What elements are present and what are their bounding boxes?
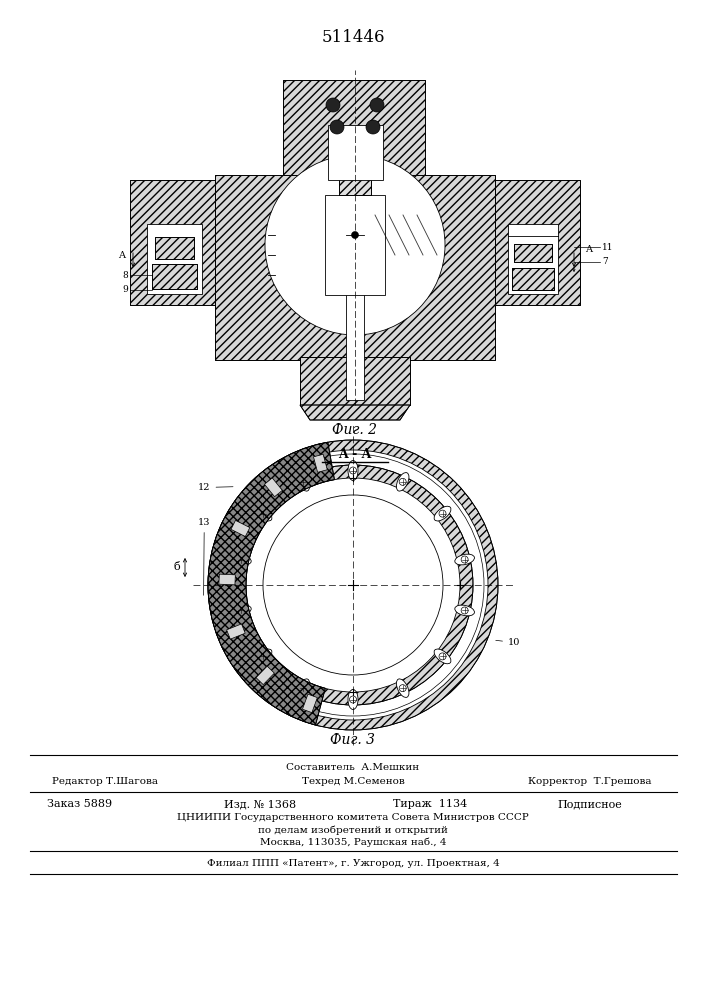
Circle shape bbox=[399, 478, 407, 485]
Text: A: A bbox=[585, 245, 592, 254]
Circle shape bbox=[238, 607, 245, 614]
Text: 11: 11 bbox=[602, 242, 614, 251]
Polygon shape bbox=[283, 80, 425, 180]
Bar bbox=[508, 224, 558, 294]
Bar bbox=[152, 264, 197, 289]
Text: 9: 9 bbox=[122, 286, 128, 294]
Text: Москва, 113035, Раушская наб., 4: Москва, 113035, Раушская наб., 4 bbox=[259, 837, 446, 847]
Bar bbox=[512, 268, 554, 290]
Text: Изд. № 1368: Изд. № 1368 bbox=[224, 799, 296, 809]
Ellipse shape bbox=[397, 679, 409, 697]
Circle shape bbox=[439, 510, 446, 517]
Ellipse shape bbox=[255, 506, 272, 521]
Bar bbox=[325, 195, 385, 295]
Bar bbox=[155, 237, 194, 259]
Circle shape bbox=[461, 556, 468, 563]
Ellipse shape bbox=[455, 605, 474, 616]
Ellipse shape bbox=[232, 605, 251, 616]
Ellipse shape bbox=[455, 554, 474, 565]
Ellipse shape bbox=[297, 679, 310, 697]
Circle shape bbox=[370, 98, 384, 112]
Circle shape bbox=[351, 232, 358, 238]
Circle shape bbox=[399, 685, 407, 692]
Circle shape bbox=[300, 478, 307, 485]
Polygon shape bbox=[215, 175, 495, 360]
Text: 511446: 511446 bbox=[321, 28, 385, 45]
Ellipse shape bbox=[434, 506, 451, 521]
Circle shape bbox=[218, 450, 488, 720]
Text: Тираж  1134: Тираж 1134 bbox=[393, 799, 467, 809]
Text: Филиал ППП «Патент», г. Ужгород, ул. Проектная, 4: Филиал ППП «Патент», г. Ужгород, ул. Про… bbox=[206, 858, 499, 867]
Bar bbox=[346, 190, 364, 400]
Polygon shape bbox=[130, 180, 215, 305]
Bar bbox=[313, 454, 327, 472]
Text: 10: 10 bbox=[496, 638, 520, 647]
Circle shape bbox=[238, 556, 245, 563]
Bar bbox=[303, 694, 317, 713]
Ellipse shape bbox=[232, 554, 251, 565]
Circle shape bbox=[349, 696, 356, 703]
Text: Техред М.Семенов: Техред М.Семенов bbox=[302, 778, 404, 786]
Circle shape bbox=[260, 653, 267, 660]
Bar bbox=[231, 520, 250, 537]
Text: Фиг. 2: Фиг. 2 bbox=[332, 423, 378, 437]
Text: Заказ 5889: Заказ 5889 bbox=[47, 799, 112, 809]
Circle shape bbox=[366, 120, 380, 134]
Polygon shape bbox=[300, 405, 410, 420]
Bar bbox=[219, 574, 235, 585]
Bar bbox=[227, 624, 245, 639]
Bar bbox=[264, 478, 282, 497]
Bar bbox=[514, 244, 552, 262]
Text: 13: 13 bbox=[198, 518, 211, 595]
Text: ЦНИИПИ Государственного комитета Совета Министров СССР: ЦНИИПИ Государственного комитета Совета … bbox=[177, 812, 529, 822]
Ellipse shape bbox=[397, 473, 409, 491]
Bar bbox=[512, 268, 554, 290]
Ellipse shape bbox=[348, 460, 358, 481]
Text: A - A: A - A bbox=[339, 448, 372, 462]
Circle shape bbox=[263, 495, 443, 675]
Bar bbox=[152, 264, 197, 289]
Circle shape bbox=[233, 465, 473, 705]
Text: 12: 12 bbox=[198, 483, 233, 492]
Text: по делам изобретений и открытий: по делам изобретений и открытий bbox=[258, 825, 448, 835]
Circle shape bbox=[330, 120, 344, 134]
Circle shape bbox=[461, 607, 468, 614]
Polygon shape bbox=[495, 180, 580, 305]
Circle shape bbox=[439, 653, 446, 660]
Bar bbox=[155, 237, 194, 259]
Text: Составитель  А.Мешкин: Составитель А.Мешкин bbox=[286, 762, 419, 772]
Polygon shape bbox=[300, 357, 410, 405]
Bar bbox=[256, 666, 274, 685]
Text: 8: 8 bbox=[122, 270, 128, 279]
Bar bbox=[328, 125, 383, 180]
Bar bbox=[514, 244, 552, 262]
Text: Подписное: Подписное bbox=[558, 799, 622, 809]
Bar bbox=[147, 224, 202, 294]
Circle shape bbox=[260, 510, 267, 517]
Bar bbox=[339, 170, 371, 195]
Text: Корректор  Т.Грешова: Корректор Т.Грешова bbox=[528, 778, 652, 786]
Text: б: б bbox=[174, 562, 180, 572]
Text: A: A bbox=[119, 250, 126, 259]
Polygon shape bbox=[208, 442, 334, 725]
Circle shape bbox=[246, 478, 460, 692]
Circle shape bbox=[265, 155, 445, 335]
Circle shape bbox=[208, 440, 498, 730]
Circle shape bbox=[300, 685, 307, 692]
Circle shape bbox=[326, 98, 340, 112]
Bar bbox=[339, 170, 371, 195]
Ellipse shape bbox=[255, 649, 272, 664]
Ellipse shape bbox=[348, 690, 358, 710]
Ellipse shape bbox=[434, 649, 451, 664]
Text: Фиг. 3: Фиг. 3 bbox=[330, 733, 375, 747]
Circle shape bbox=[349, 467, 356, 474]
Text: Редактор Т.Шагова: Редактор Т.Шагова bbox=[52, 778, 158, 786]
Text: 7: 7 bbox=[602, 257, 608, 266]
Ellipse shape bbox=[297, 473, 310, 491]
